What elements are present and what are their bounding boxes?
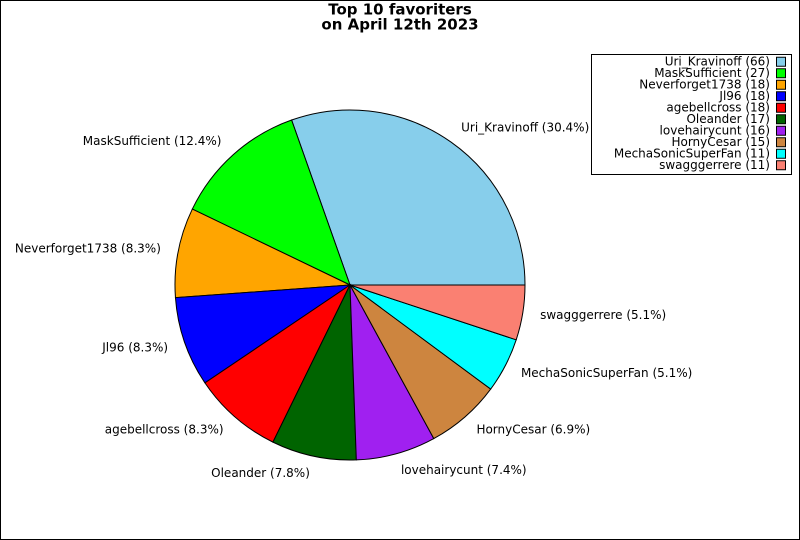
slice-label: Neverforget1738 (8.3%) [15, 241, 161, 255]
legend-label: swagggerrere (11) [659, 158, 770, 172]
pie-slice [290, 109, 526, 286]
slice-label: MaskSufficient (12.4%) [83, 134, 222, 148]
pie-slice [174, 284, 352, 384]
legend-label: agebellcross (18) [666, 100, 770, 114]
legend-swatch [776, 137, 786, 148]
legend-label: Uri_Kravinoff (66) [665, 54, 770, 68]
legend-swatch [776, 125, 786, 136]
pie-slice [349, 284, 526, 341]
legend-label: Oleander (17) [686, 112, 770, 126]
pie-slice [204, 283, 352, 443]
legend-label: MaskSufficient (27) [654, 66, 770, 80]
legend-label: MechaSonicSuperFan (11) [614, 146, 770, 160]
legend-swatch [776, 114, 786, 125]
legend-label: Jl96 (18) [718, 89, 770, 103]
legend-label: Neverforget1738 (18) [639, 77, 770, 91]
legend-swatch [776, 79, 786, 90]
slice-label: HornyCesar (6.9%) [476, 423, 590, 437]
slice-label: agebellcross (8.3%) [105, 423, 224, 437]
slice-label: Uri_Kravinoff (30.4%) [461, 120, 589, 134]
slice-label: Jl96 (8.3%) [101, 340, 168, 354]
legend-label: HornyCesar (15) [671, 135, 770, 149]
legend-swatch [776, 68, 786, 79]
pie-slice [174, 208, 352, 299]
chart-subtitle: on April 12th 2023 [321, 16, 478, 34]
legend-swatch [776, 102, 786, 113]
legend-swatch [776, 160, 786, 171]
pie-slice [191, 119, 351, 286]
slice-label: swagggerrere (5.1%) [540, 308, 666, 322]
legend-label: lovehairycunt (16) [660, 123, 770, 137]
legend-swatch [776, 91, 786, 102]
legend-box [591, 54, 792, 175]
chart-title: Top 10 favoriters [328, 1, 472, 19]
slice-label: Oleander (7.8%) [211, 466, 310, 480]
legend-swatch [776, 56, 786, 67]
slice-label: lovehairycunt (7.4%) [401, 463, 527, 477]
slice-label: MechaSonicSuperFan (5.1%) [521, 366, 692, 380]
legend-swatch [776, 148, 786, 159]
